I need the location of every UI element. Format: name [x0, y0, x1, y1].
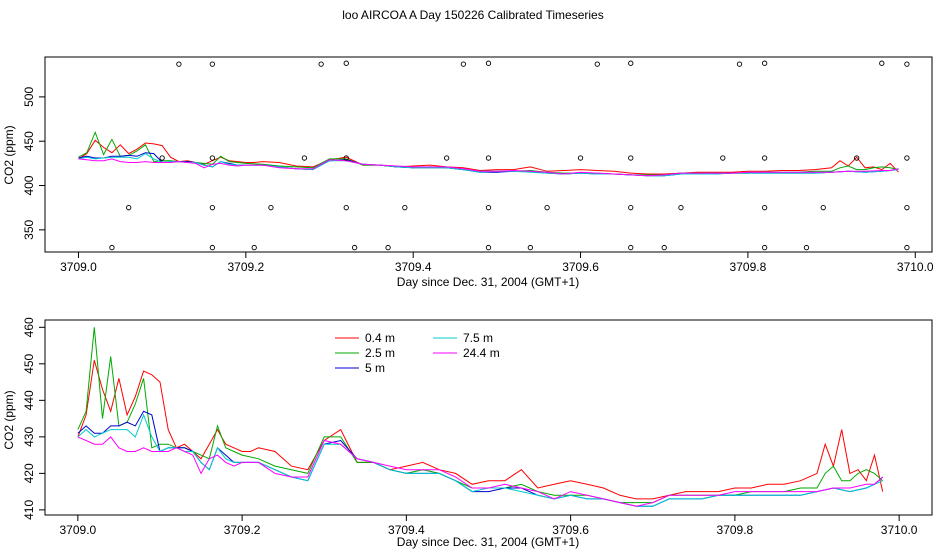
top-x-tick-label: 3709.0 — [60, 260, 97, 274]
top-x-tick-label: 3709.6 — [562, 260, 599, 274]
scatter-point — [661, 244, 667, 251]
top-y-axis: 350 400 450 500 — [22, 87, 45, 240]
scatter-point — [628, 205, 634, 211]
scatter-point — [577, 155, 584, 161]
scatter-point — [209, 61, 216, 67]
top-y-tick-label: 450 — [22, 131, 36, 151]
scatter-point — [485, 60, 492, 66]
scatter-point — [460, 61, 467, 67]
top-panel: 3709.0 3709.2 3709.4 3709.6 3709.8 3710.0 350… — [2, 56, 934, 289]
top-x-tick-label: 3710.0 — [897, 260, 934, 274]
legend-label: 7.5 m — [463, 331, 493, 345]
top-y-tick-label: 400 — [22, 175, 36, 195]
scatter-point — [268, 205, 274, 211]
bottom-series-lines — [77, 327, 884, 507]
bottom-y-tick-label: 430 — [22, 427, 36, 447]
top-x-axis-label: Day since Dec. 31, 2004 (GMT+1) — [397, 275, 579, 289]
scatter-point — [628, 155, 634, 161]
scatter-point — [594, 61, 600, 67]
bottom-x-axis-label: Day since Dec. 31, 2004 (GMT+1) — [397, 535, 579, 549]
scatter-point — [527, 244, 533, 251]
top-plot-frame — [44, 56, 933, 253]
bottom-plot-frame — [44, 319, 933, 516]
scatter-point — [485, 244, 492, 251]
bottom-x-tick-label: 3710.0 — [881, 523, 918, 537]
bottom-x-axis: 3709.0 3709.2 3709.4 3709.6 3709.8 3710.0 — [60, 515, 918, 537]
scatter-point — [678, 205, 684, 211]
scatter-point — [820, 205, 826, 211]
scatter-point — [343, 155, 349, 161]
scatter-point — [761, 60, 768, 66]
scatter-point — [209, 155, 216, 161]
top-x-tick-label: 3709.2 — [227, 260, 264, 274]
scatter-point — [761, 205, 768, 211]
legend-label: 0.4 m — [365, 331, 395, 345]
scatter-point — [176, 61, 182, 67]
top-y-tick-label: 350 — [22, 220, 36, 240]
scatter-point — [343, 60, 349, 66]
scatter-point — [904, 205, 910, 211]
scatter-point — [628, 60, 634, 66]
bottom-panel: 3709.0 3709.2 3709.4 3709.6 3709.8 3710.0 410… — [2, 317, 933, 549]
scatter-point — [879, 60, 885, 66]
legend-label: 24.4 m — [463, 346, 500, 360]
top-scatter-points — [109, 60, 910, 251]
scatter-point — [761, 155, 768, 161]
scatter-point — [251, 244, 257, 251]
scatter-point — [385, 244, 391, 251]
scatter-point — [720, 155, 726, 161]
bottom-x-tick-label: 3709.0 — [60, 523, 97, 537]
scatter-point — [485, 205, 492, 211]
top-y-axis-label: CO2 (ppm) — [2, 125, 16, 184]
scatter-point — [854, 155, 860, 161]
scatter-point — [904, 244, 910, 251]
scatter-point — [209, 244, 216, 251]
scatter-point — [904, 155, 910, 161]
scatter-point — [761, 244, 768, 251]
scatter-point — [209, 205, 216, 211]
legend: 0.4 m2.5 m5 m 7.5 m24.4 m — [335, 331, 500, 375]
bottom-y-tick-label: 450 — [22, 353, 36, 373]
scatter-point — [351, 244, 358, 251]
scatter-point — [628, 244, 634, 251]
top-x-tick-label: 3709.4 — [395, 260, 432, 274]
top-y-tick-label: 500 — [22, 87, 36, 107]
bottom-y-axis-label: CO2 (ppm) — [2, 390, 16, 449]
scatter-point — [736, 61, 743, 67]
scatter-point — [444, 155, 450, 161]
bottom-y-tick-label: 440 — [22, 390, 36, 410]
scatter-point — [803, 244, 810, 251]
legend-label: 2.5 m — [365, 346, 395, 360]
scatter-point — [318, 61, 324, 67]
bottom-x-tick-label: 3709.6 — [552, 523, 589, 537]
scatter-point — [159, 155, 165, 161]
bottom-x-tick-label: 3709.2 — [224, 523, 261, 537]
bottom-y-tick-label: 460 — [22, 317, 36, 337]
bottom-x-tick-label: 3709.4 — [388, 523, 425, 537]
top-series-line-0 — [78, 139, 899, 175]
top-series-line-1 — [78, 130, 899, 176]
scatter-point — [301, 155, 308, 161]
bottom-y-tick-label: 410 — [22, 500, 36, 520]
top-x-axis: 3709.0 3709.2 3709.4 3709.6 3709.8 3710.0 — [60, 252, 934, 274]
scatter-point — [126, 205, 132, 211]
top-x-tick-label: 3709.8 — [730, 260, 767, 274]
scatter-point — [485, 155, 492, 161]
scatter-point — [343, 205, 349, 211]
scatter-point — [544, 205, 550, 211]
bottom-series-line-3 — [77, 413, 883, 507]
top-series-line-4 — [78, 158, 899, 177]
bottom-series-line-0 — [77, 360, 884, 500]
bottom-y-tick-label: 420 — [22, 463, 36, 483]
figure-title: loo AIRCOA A Day 150226 Calibrated Times… — [342, 8, 603, 22]
scatter-point — [109, 244, 115, 251]
legend-label: 5 m — [365, 361, 385, 375]
bottom-x-tick-label: 3709.8 — [717, 523, 754, 537]
scatter-point — [904, 61, 910, 67]
top-series-lines — [78, 130, 899, 177]
bottom-y-axis: 410 420 430 440 450 460 — [22, 317, 45, 520]
bottom-series-line-4 — [77, 436, 884, 507]
scatter-point — [402, 205, 408, 211]
